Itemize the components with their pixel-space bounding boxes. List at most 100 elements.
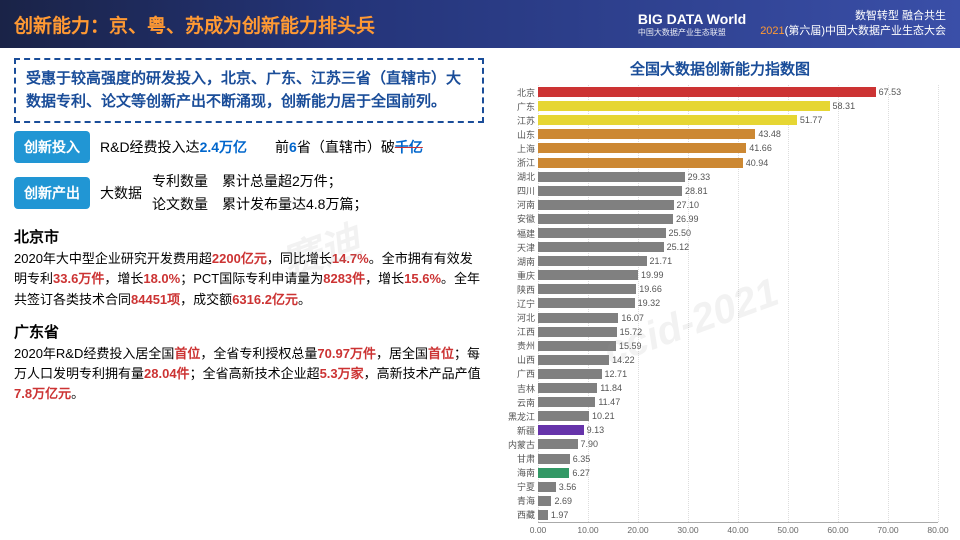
bar-value: 1.97 <box>551 510 569 520</box>
bar-row: 安徽26.99 <box>538 212 938 226</box>
bar-fill <box>538 158 743 168</box>
bar-row: 西藏1.97 <box>538 508 938 522</box>
input-text: R&D经费投入达2.4万亿 前6省（直辖市）破千亿 <box>100 137 423 158</box>
header-bar: 创新能力：京、粤、苏成为创新能力排头兵 BIG DATA World 中国大数据… <box>0 0 960 48</box>
x-tick: 80.00 <box>927 525 948 535</box>
slogan-line1: 数智转型 融合共生 <box>760 9 946 24</box>
bar-value: 10.21 <box>592 411 615 421</box>
output-text: 专利数量累计总量超2万件； 论文数量累计发布量达4.8万篇； <box>152 171 367 215</box>
bar-value: 51.77 <box>800 115 823 125</box>
bar-value: 58.31 <box>833 101 856 111</box>
bar-label: 河南 <box>496 198 538 211</box>
chart-title: 全国大数据创新能力指数图 <box>494 58 946 79</box>
x-tick: 10.00 <box>577 525 598 535</box>
bar-label: 安徽 <box>496 212 538 225</box>
bar-value: 6.27 <box>572 468 590 478</box>
bar-fill <box>538 355 609 365</box>
bar-fill <box>538 411 589 421</box>
bar-fill <box>538 242 664 252</box>
bar-row: 贵州15.59 <box>538 339 938 353</box>
bar-row: 浙江40.94 <box>538 155 938 169</box>
x-tick: 70.00 <box>877 525 898 535</box>
bar-value: 21.71 <box>650 256 673 266</box>
bar-value: 29.33 <box>688 172 711 182</box>
bar-fill <box>538 101 830 111</box>
bar-fill <box>538 383 597 393</box>
bar-fill <box>538 482 556 492</box>
bar-value: 11.47 <box>598 397 620 407</box>
bar-value: 19.32 <box>638 298 661 308</box>
bar-value: 15.72 <box>620 327 643 337</box>
x-axis: 0.0010.0020.0030.0040.0050.0060.0070.008… <box>538 522 938 540</box>
bar-fill <box>538 186 682 196</box>
chart-bars: 北京67.53广东58.31江苏51.77山东43.48上海41.66浙江40.… <box>538 85 938 522</box>
bar-label: 宁夏 <box>496 480 538 493</box>
bar-value: 11.84 <box>600 383 622 393</box>
bar-label: 海南 <box>496 466 538 479</box>
bj-p1: 2020年大中型企业研究开发费用超2200亿元，同比增长14.7%。全市拥有有效… <box>14 249 484 309</box>
slogan: 数智转型 融合共生 2021(第六届)中国大数据产业生态大会 <box>760 9 946 40</box>
bar-value: 28.81 <box>685 186 708 196</box>
bar-row: 上海41.66 <box>538 141 938 155</box>
bj-name: 北京市 <box>14 226 484 249</box>
bar-label: 陕西 <box>496 283 538 296</box>
bar-label: 江西 <box>496 325 538 338</box>
bar-label: 浙江 <box>496 156 538 169</box>
bar-value: 27.10 <box>677 200 700 210</box>
bar-row: 四川28.81 <box>538 184 938 198</box>
bar-label: 吉林 <box>496 382 538 395</box>
bar-value: 2.69 <box>554 496 572 506</box>
bar-fill <box>538 439 578 449</box>
bar-value: 7.90 <box>581 439 599 449</box>
bar-value: 19.99 <box>641 270 664 280</box>
bar-value: 43.48 <box>758 129 781 139</box>
bar-label: 辽宁 <box>496 297 538 310</box>
bar-value: 25.12 <box>667 242 690 252</box>
bar-fill <box>538 115 797 125</box>
bar-fill <box>538 496 551 506</box>
bar-row: 江苏51.77 <box>538 113 938 127</box>
bar-fill <box>538 397 595 407</box>
gd-p1: 2020年R&D经费投入居全国首位，全省专利授权总量70.97万件，居全国首位；… <box>14 344 484 404</box>
gd-name: 广东省 <box>14 321 484 344</box>
bar-fill <box>538 200 674 210</box>
bar-row: 云南11.47 <box>538 395 938 409</box>
bar-row: 黑龙江10.21 <box>538 409 938 423</box>
bar-row: 湖北29.33 <box>538 170 938 184</box>
bar-value: 12.71 <box>605 369 628 379</box>
bar-label: 西藏 <box>496 508 538 521</box>
bar-fill <box>538 369 602 379</box>
bar-fill <box>538 425 584 435</box>
output-label: 大数据 <box>100 183 142 203</box>
bar-value: 67.53 <box>879 87 902 97</box>
bar-fill <box>538 256 647 266</box>
bar-fill <box>538 129 755 139</box>
bar-row: 宁夏3.56 <box>538 480 938 494</box>
bar-label: 山东 <box>496 128 538 141</box>
x-tick: 30.00 <box>677 525 698 535</box>
bar-row: 山东43.48 <box>538 127 938 141</box>
bar-value: 25.50 <box>669 228 692 238</box>
bar-fill <box>538 327 617 337</box>
bar-value: 3.56 <box>559 482 577 492</box>
x-tick: 60.00 <box>827 525 848 535</box>
bar-label: 黑龙江 <box>496 410 538 423</box>
left-column: 受惠于较高强度的研发投入，北京、广东、江苏三省（直辖市）大数据专利、论文等创新产… <box>14 58 484 540</box>
bar-fill <box>538 341 616 351</box>
bar-label: 湖北 <box>496 170 538 183</box>
logo-sub: 中国大数据产业生态联盟 <box>638 27 746 38</box>
innovation-input-row: 创新投入 R&D经费投入达2.4万亿 前6省（直辖市）破千亿 <box>14 131 484 163</box>
header-right: BIG DATA World 中国大数据产业生态联盟 数智转型 融合共生 202… <box>638 9 946 40</box>
bar-fill <box>538 468 569 478</box>
bar-row: 河南27.10 <box>538 198 938 212</box>
bar-row: 新疆9.13 <box>538 423 938 437</box>
bar-fill <box>538 143 746 153</box>
bar-row: 北京67.53 <box>538 85 938 99</box>
bar-label: 青海 <box>496 494 538 507</box>
bar-fill <box>538 270 638 280</box>
bar-row: 福建25.50 <box>538 226 938 240</box>
bar-row: 广东58.31 <box>538 99 938 113</box>
bar-fill <box>538 87 876 97</box>
bar-label: 北京 <box>496 86 538 99</box>
bar-value: 9.13 <box>587 425 605 435</box>
